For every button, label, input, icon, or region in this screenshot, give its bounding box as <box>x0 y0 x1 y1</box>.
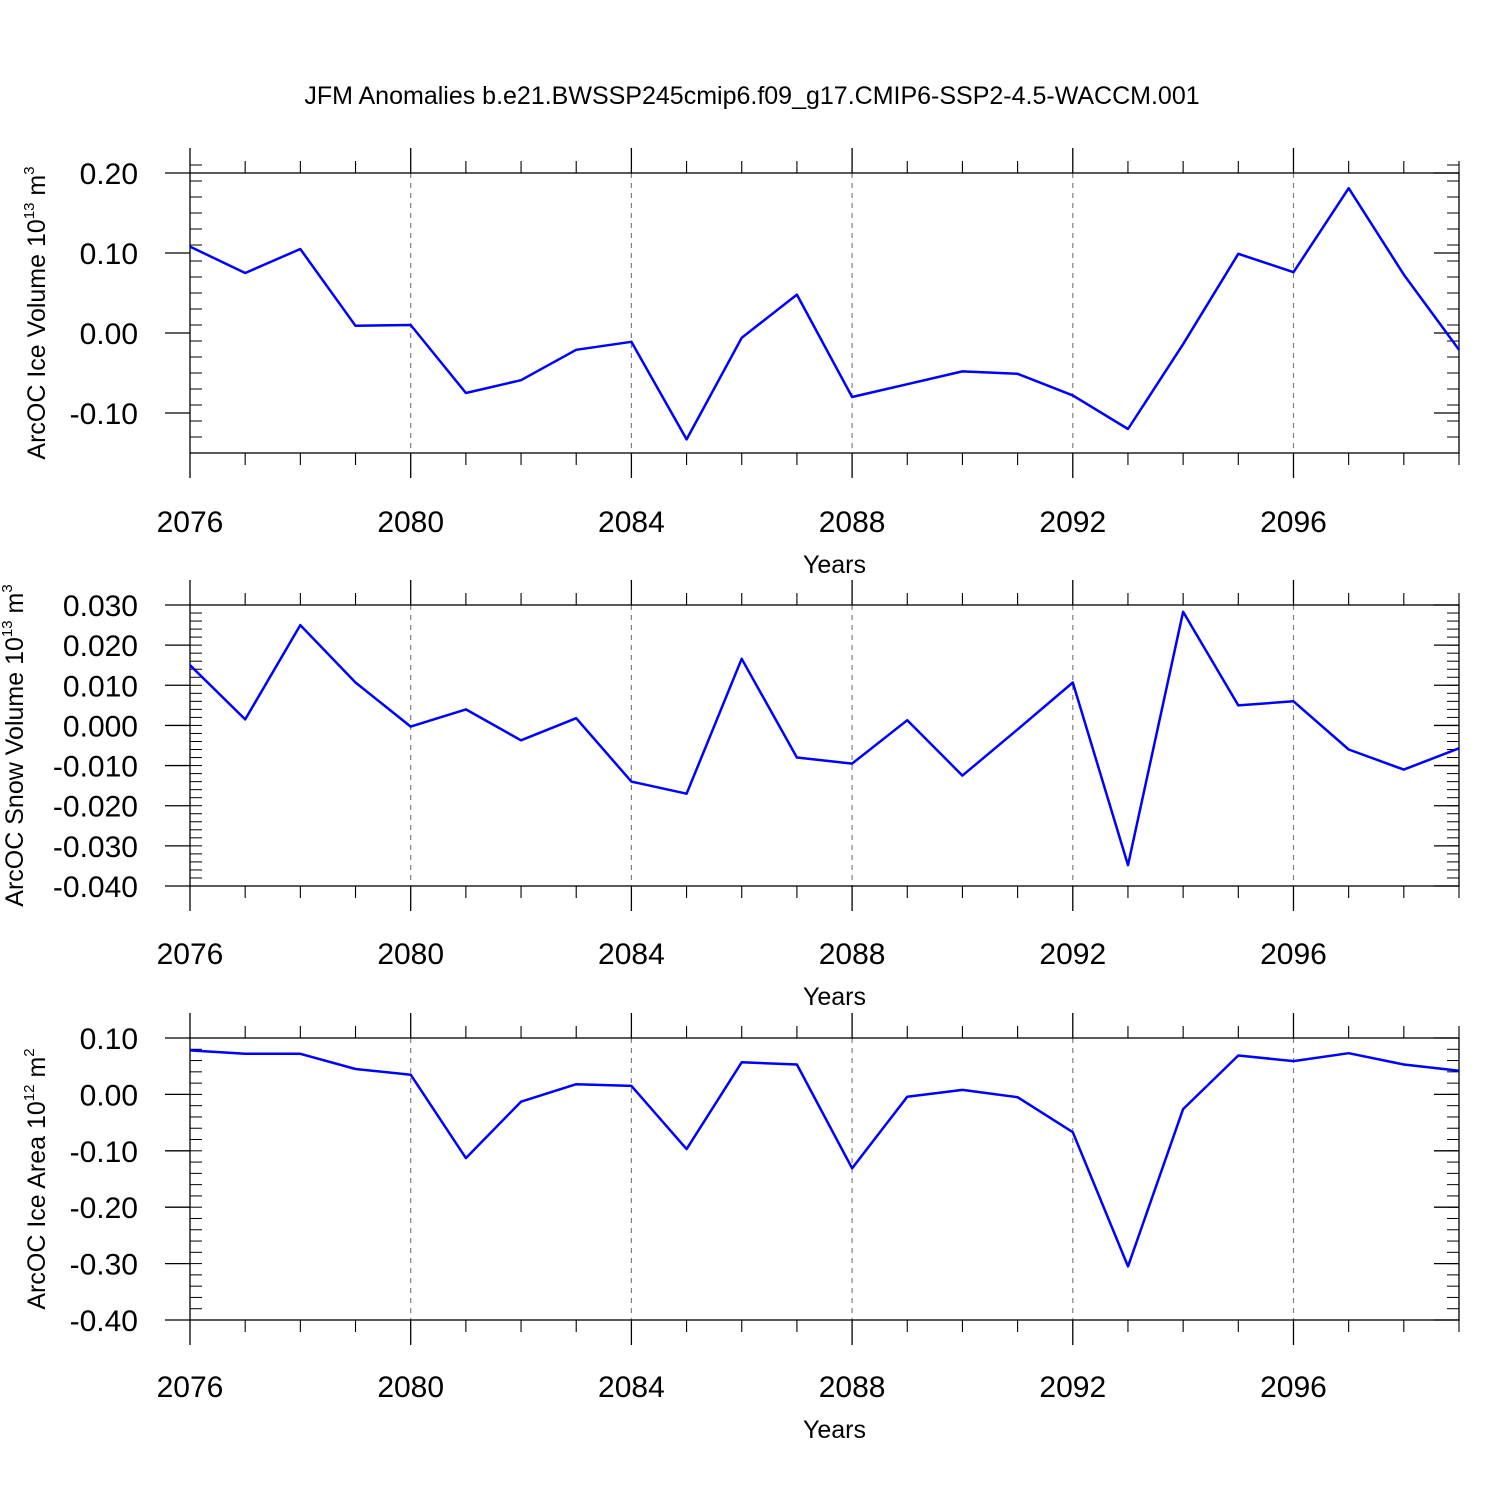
panel-2: 0.030 0.020 0.010 0.000 -0.010 -0.020 -0.030 -0… <box>0 580 1460 1011</box>
x-tick-label: 2092 <box>1039 1371 1106 1404</box>
x-tick-label: 2076 <box>157 1371 224 1404</box>
y-tick-label: -0.020 <box>53 791 138 824</box>
y-tick-label: 0.10 <box>80 238 138 271</box>
y-tick-label: -0.40 <box>70 1305 138 1338</box>
x-tick-label: 2084 <box>598 1371 665 1404</box>
x-tick-label: 2088 <box>819 1371 886 1404</box>
y-axis-title: ArcOC Snow Volume 1013 m3 <box>0 584 29 906</box>
x-tick-label: 2076 <box>157 506 224 539</box>
y-tick-label: -0.10 <box>70 398 138 431</box>
x-tick-label: 2080 <box>377 938 444 971</box>
series-line <box>189 610 1460 867</box>
plot-frame <box>189 604 1460 887</box>
x-tick-label: 2084 <box>598 506 665 539</box>
x-tick-label: 2092 <box>1039 506 1106 539</box>
x-axis-title: Years <box>803 983 866 1011</box>
panel-1: 0.20 0.10 0.00 -0.10 2076 2080 2084 2088 2092 209… <box>21 148 1461 579</box>
x-tick-label: 2080 <box>377 1371 444 1404</box>
y-tick-label: 0.00 <box>80 1079 138 1112</box>
y-tick-label: 0.030 <box>63 590 138 623</box>
x-tick-label: 2080 <box>377 506 444 539</box>
x-tick-label: 2096 <box>1260 1371 1327 1404</box>
y-tick-label: 0.00 <box>80 318 138 351</box>
series-line <box>189 1049 1460 1268</box>
chart-panels: 0.20 0.10 0.00 -0.10 2076 2080 2084 2088 2092 209… <box>0 148 1461 1444</box>
y-tick-label: -0.040 <box>53 871 138 904</box>
x-tick-label: 2076 <box>157 938 224 971</box>
y-axis-title: ArcOC Ice Area 1012 m2 <box>21 1048 51 1309</box>
x-tick-label: 2088 <box>819 506 886 539</box>
y-tick-label: 0.010 <box>63 670 138 703</box>
y-tick-label: -0.10 <box>70 1136 138 1169</box>
x-axis-title: Years <box>803 1416 866 1444</box>
y-tick-label: -0.20 <box>70 1192 138 1225</box>
plot-frame <box>189 172 1460 454</box>
x-tick-label: 2088 <box>819 938 886 971</box>
series-line <box>189 186 1461 441</box>
figure-title: JFM Anomalies b.e21.BWSSP245cmip6.f09_g1… <box>304 82 1199 110</box>
y-tick-label: 0.20 <box>80 158 138 191</box>
x-tick-label: 2092 <box>1039 938 1106 971</box>
x-axis-title: Years <box>803 551 866 579</box>
y-tick-label: -0.030 <box>53 831 138 864</box>
x-tick-label: 2096 <box>1260 938 1327 971</box>
panel-3: 0.10 0.00 -0.10 -0.20 -0.30 -0.40 2076 2080 2084… <box>21 1013 1460 1444</box>
x-tick-label: 2084 <box>598 938 665 971</box>
y-tick-label: 0.020 <box>63 630 138 663</box>
y-tick-label: -0.010 <box>53 751 138 784</box>
x-tick-label: 2096 <box>1260 506 1327 539</box>
y-axis-title: ArcOC Ice Volume 1013 m3 <box>21 166 51 459</box>
y-tick-label: 0.000 <box>63 710 138 743</box>
plot-frame <box>189 1037 1460 1321</box>
y-tick-label: -0.30 <box>70 1249 138 1282</box>
y-tick-label: 0.10 <box>80 1023 138 1056</box>
